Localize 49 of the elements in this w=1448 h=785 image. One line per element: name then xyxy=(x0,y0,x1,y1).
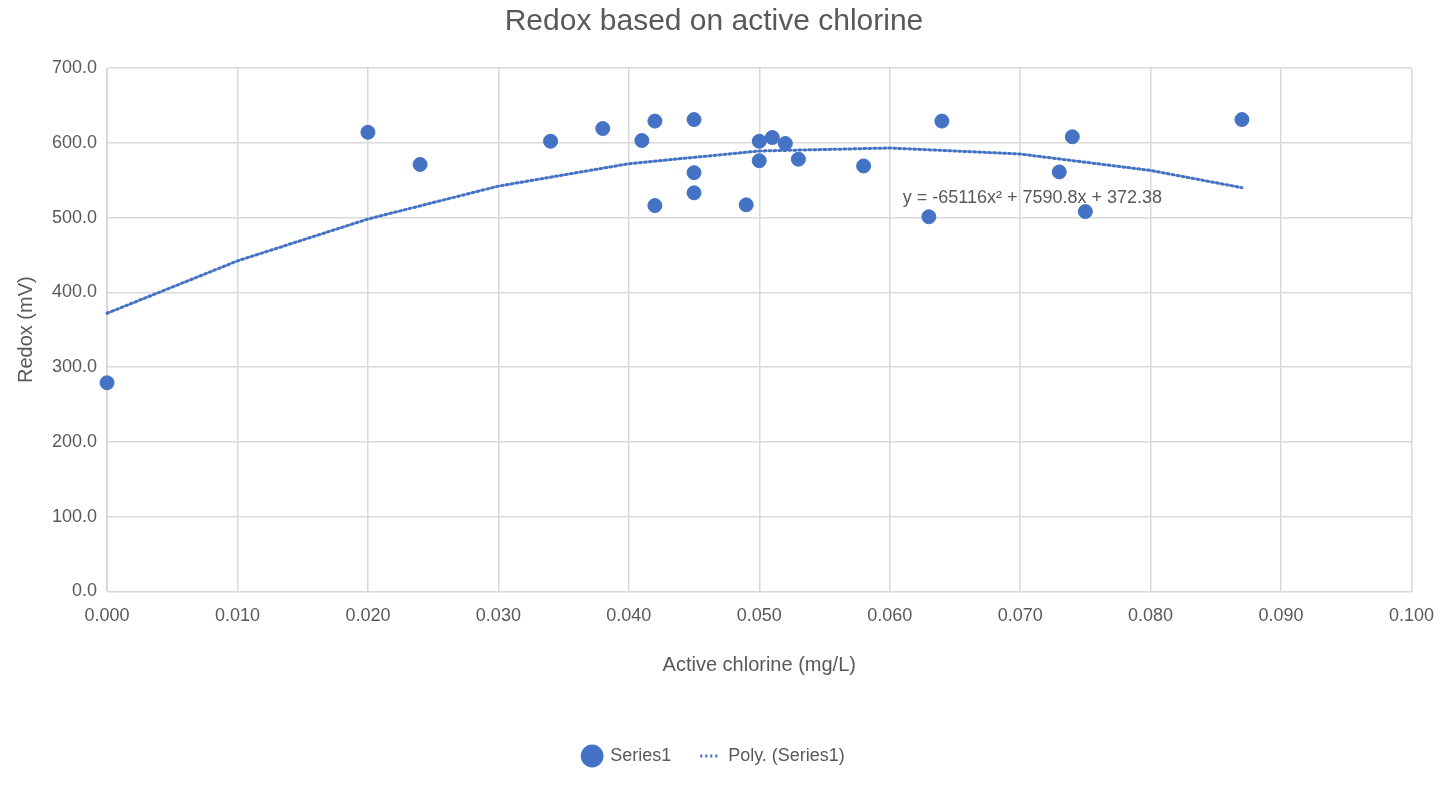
x-tick-label: 0.060 xyxy=(867,605,913,626)
chart-title: Redox based on active chlorine xyxy=(504,3,924,37)
point xyxy=(647,113,663,129)
point xyxy=(921,209,937,225)
point xyxy=(595,121,611,137)
x-tick-label: 0.000 xyxy=(84,605,130,626)
point xyxy=(647,198,663,214)
point xyxy=(934,113,950,129)
point xyxy=(751,153,767,169)
point xyxy=(1051,164,1067,180)
x-tick-label: 0.030 xyxy=(475,605,521,626)
y-tick-label: 300.0 xyxy=(52,356,98,377)
y-axis-title: Redox (mV) xyxy=(13,276,36,384)
point xyxy=(777,136,793,152)
legend-label: Series1 xyxy=(610,744,672,765)
point xyxy=(686,185,702,201)
x-tick-label: 0.090 xyxy=(1258,605,1304,626)
point xyxy=(751,133,767,149)
point xyxy=(634,133,650,149)
y-tick-label: 600.0 xyxy=(52,131,98,152)
x-tick-label: 0.100 xyxy=(1388,605,1434,626)
point xyxy=(99,375,115,391)
x-tick-label: 0.080 xyxy=(1128,605,1174,626)
y-tick-label: 0.0 xyxy=(72,580,98,601)
x-tick-label: 0.040 xyxy=(606,605,652,626)
x-tick-label: 0.050 xyxy=(736,605,782,626)
y-tick-label: 400.0 xyxy=(52,281,98,302)
x-axis-title: Active chlorine (mg/L) xyxy=(662,652,856,675)
point xyxy=(790,151,806,167)
y-tick-label: 700.0 xyxy=(52,56,98,77)
point xyxy=(360,124,376,140)
point xyxy=(686,165,702,181)
point xyxy=(686,112,702,128)
point xyxy=(738,197,754,213)
x-tick-label: 0.020 xyxy=(345,605,391,626)
y-tick-label: 200.0 xyxy=(52,430,98,451)
x-tick-label: 0.070 xyxy=(997,605,1043,626)
x-tick-label: 0.010 xyxy=(214,605,261,626)
point xyxy=(1064,129,1080,145)
point xyxy=(764,130,780,146)
point xyxy=(412,156,428,172)
point xyxy=(1234,112,1250,128)
point xyxy=(543,133,559,149)
point xyxy=(856,158,872,174)
point xyxy=(1077,204,1093,220)
y-tick-label: 500.0 xyxy=(52,206,98,227)
legend-label: Poly. (Series1) xyxy=(728,744,845,765)
y-tick-label: 100.0 xyxy=(52,505,98,526)
annotation: y = -65116x² + 7590.8x + 372.38 xyxy=(902,186,1163,207)
